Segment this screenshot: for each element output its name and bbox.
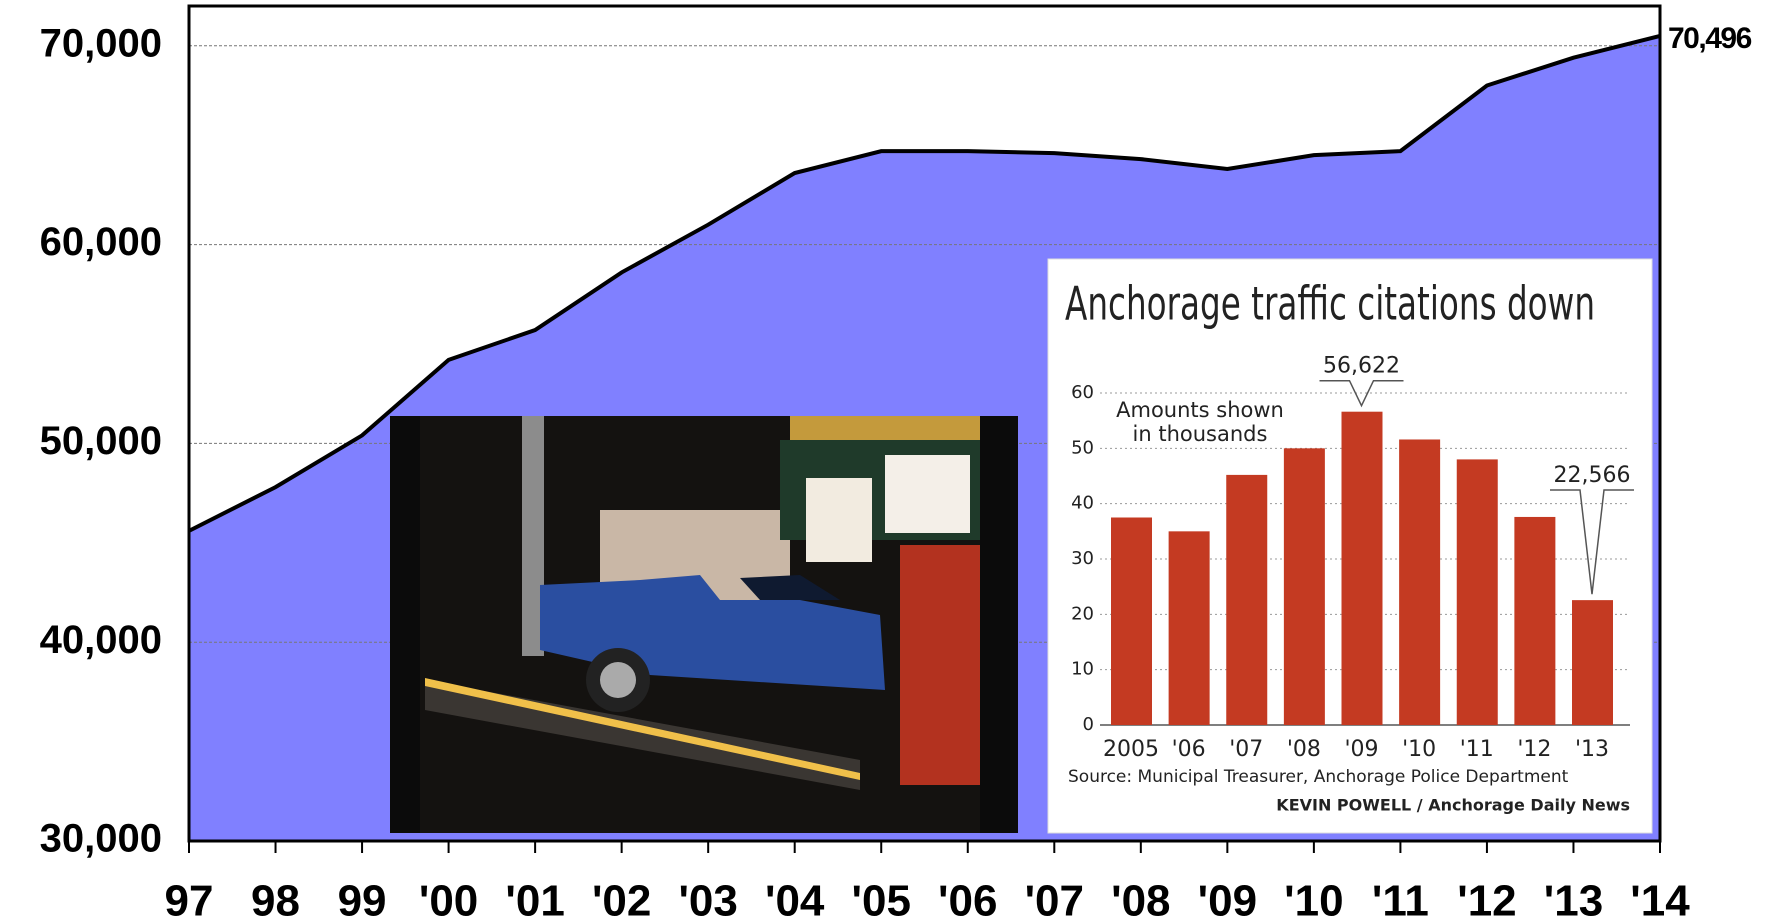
plot-border — [187, 4, 1662, 843]
bar — [1341, 411, 1383, 725]
y-tick-label: 30,000 — [40, 817, 162, 861]
photo — [390, 416, 1018, 833]
x-tick-label: '11 — [1372, 877, 1429, 921]
value-label: 70,496 — [1668, 22, 1752, 55]
x-tick-label: '10 — [1284, 877, 1343, 921]
bar — [1572, 600, 1613, 725]
y-tick-label: 10 — [1071, 659, 1094, 680]
door — [900, 545, 980, 785]
x-tick-label: '10 — [1402, 737, 1436, 762]
sign2 — [885, 455, 970, 533]
value-label: 56,622 — [1323, 354, 1400, 379]
x-tick-label: '14 — [1630, 877, 1690, 921]
x-tick-label: '02 — [592, 877, 651, 921]
ramp-stripe — [425, 678, 860, 780]
x-tick-label: '12 — [1517, 737, 1551, 762]
sign — [806, 478, 872, 562]
y-tick-label: 20 — [1071, 603, 1094, 624]
hubcap — [600, 662, 636, 698]
x-tick-label: '07 — [1025, 877, 1084, 921]
bar — [1226, 474, 1268, 725]
x-tick-label: 2005 — [1103, 737, 1159, 762]
truck-window — [740, 575, 840, 600]
inset-credit: KEVIN POWELL / Anchorage Daily News — [1276, 796, 1630, 815]
x-tick-label: '05 — [852, 877, 911, 921]
x-tick-label: 97 — [165, 877, 214, 921]
y-tick-label: 50 — [1071, 437, 1094, 458]
x-tick-label: '12 — [1457, 877, 1516, 921]
x-tick-label: '08 — [1111, 877, 1170, 921]
y-tick-label: 40,000 — [40, 618, 162, 662]
x-tick-label: '04 — [765, 877, 825, 921]
x-tick-label: '07 — [1229, 737, 1263, 762]
x-tick-label: 99 — [338, 877, 387, 921]
x-tick-label: '03 — [678, 877, 737, 921]
value-label: 22,566 — [1554, 463, 1631, 488]
x-tick-label: 98 — [251, 877, 300, 921]
bar — [1456, 459, 1498, 725]
x-tick-label: '06 — [1172, 737, 1206, 762]
x-tick-label: '13 — [1575, 737, 1609, 762]
x-tick-label: '13 — [1544, 877, 1603, 921]
bar — [1399, 439, 1441, 725]
callout — [1550, 489, 1634, 595]
x-tick-label: '08 — [1287, 737, 1321, 762]
inset-source: Source: Municipal Treasurer, Anchorage P… — [1068, 767, 1569, 787]
inset-annotation: in thousands — [1133, 422, 1268, 446]
x-tick-label: '00 — [419, 877, 478, 921]
inset-title: Anchorage traffic citations down — [1065, 277, 1595, 331]
y-tick-label: 60,000 — [40, 220, 162, 264]
y-tick-label: 30 — [1071, 548, 1094, 569]
x-tick-label: '09 — [1344, 737, 1378, 762]
bar — [1514, 516, 1556, 725]
bar — [1111, 517, 1152, 725]
y-tick-label: 50,000 — [40, 419, 162, 463]
y-tick-label: 70,000 — [40, 21, 162, 65]
y-tick-label: 40 — [1071, 493, 1094, 514]
y-tick-label: 0 — [1083, 714, 1094, 735]
inset-chart: Anchorage traffic citations down Amounts… — [1047, 258, 1653, 834]
line — [188, 33, 1661, 533]
inset-annotation: Amounts shown — [1116, 398, 1284, 422]
bar — [1283, 448, 1325, 725]
x-tick-label: '06 — [938, 877, 997, 921]
y-tick-label: 60 — [1071, 382, 1094, 403]
pole — [522, 416, 544, 656]
callout — [1319, 379, 1404, 408]
x-tick-label: '11 — [1460, 737, 1494, 762]
x-tick-label: '09 — [1198, 877, 1257, 921]
bar — [1168, 531, 1210, 725]
x-tick-label: '01 — [505, 877, 564, 921]
